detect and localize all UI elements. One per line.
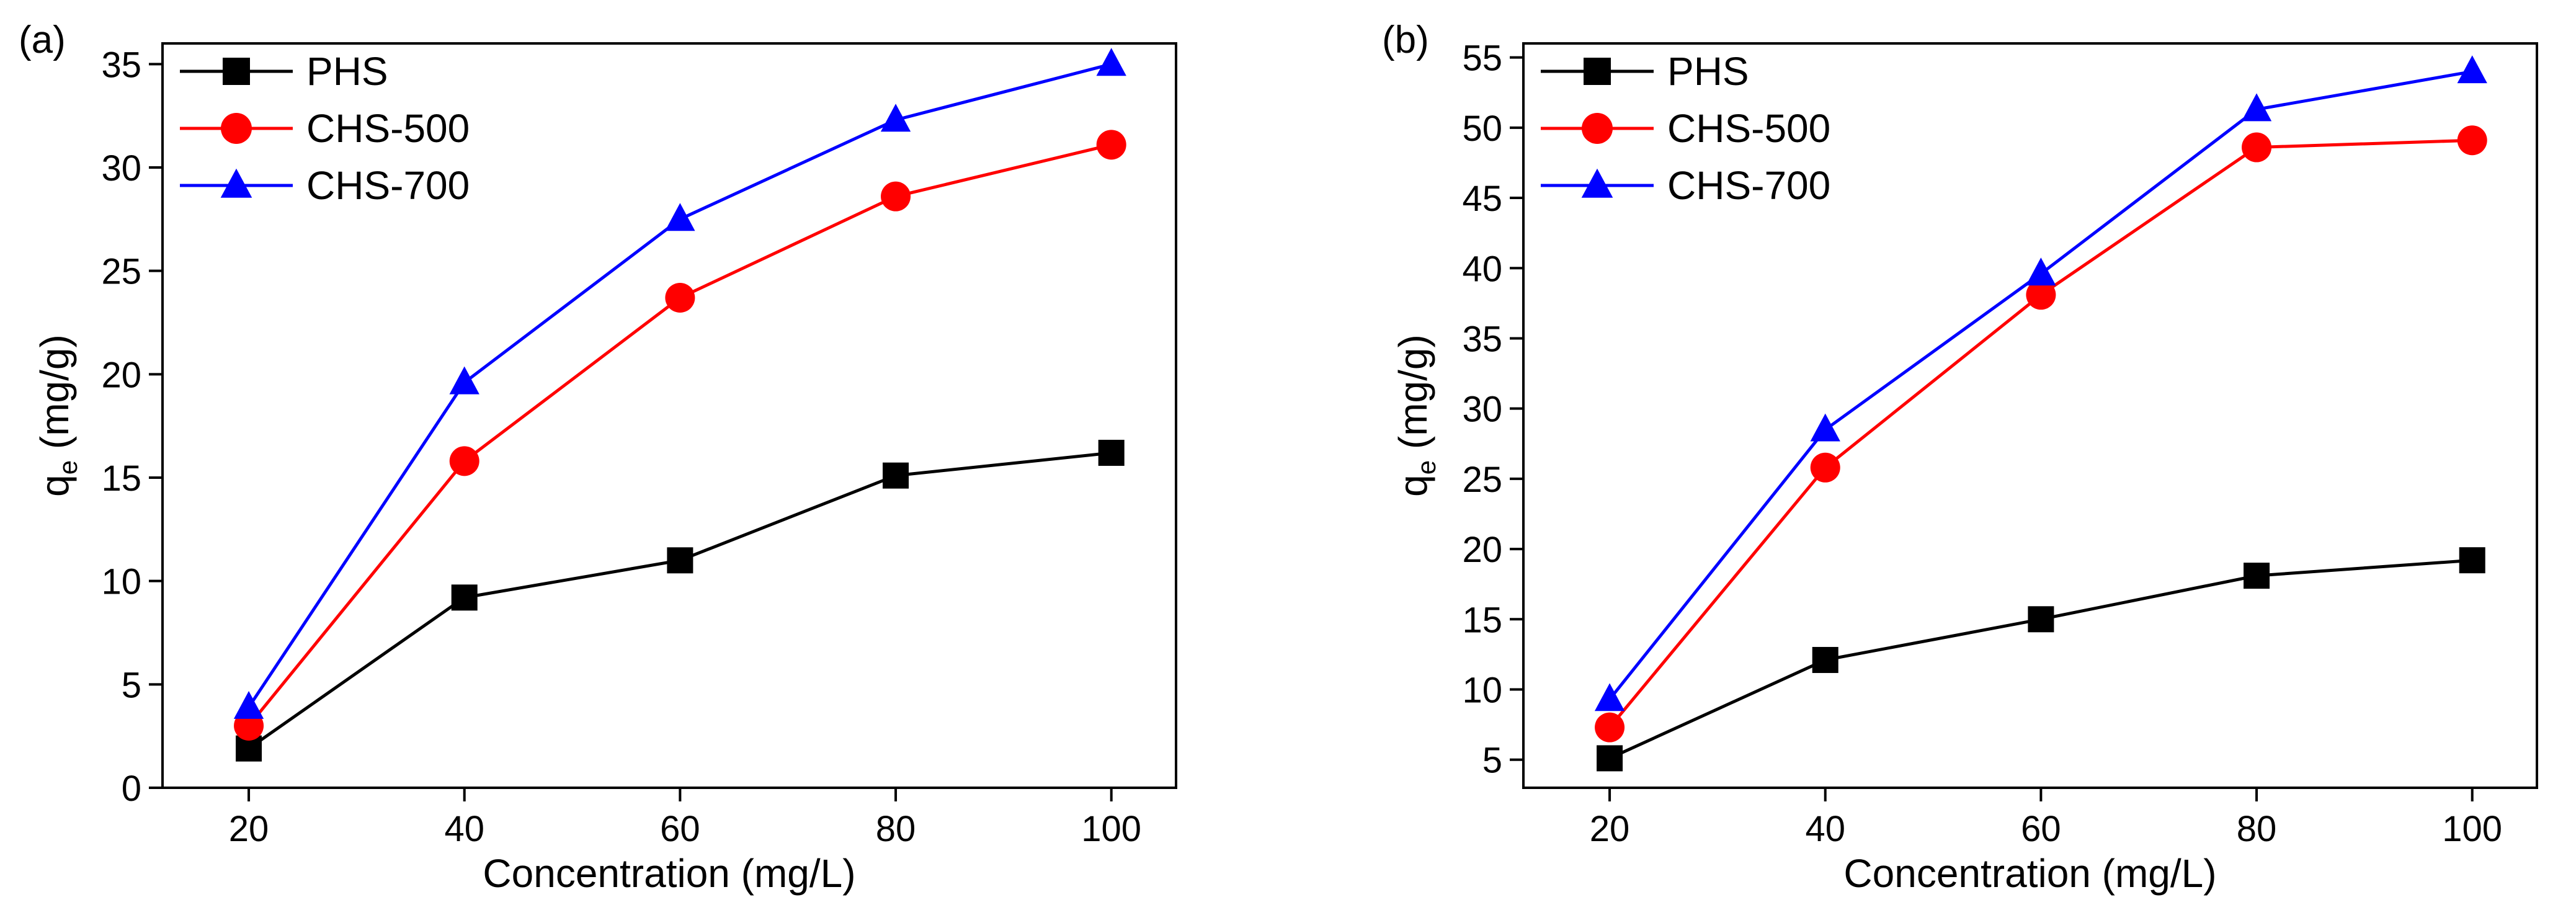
y-tick-label: 55 — [1462, 38, 1502, 79]
data-point-chs-700 — [2026, 257, 2056, 286]
panel-label: (b) — [1382, 19, 1429, 61]
y-axis-title-unit: (mg/g) — [32, 334, 77, 460]
y-axis-title: qe (mg/g) — [1391, 334, 1441, 497]
data-point-phs — [2244, 563, 2270, 589]
data-point-chs-500 — [449, 446, 479, 476]
x-tick-label: 60 — [660, 809, 700, 849]
data-point-chs-500 — [2457, 125, 2487, 156]
y-tick-label: 40 — [1462, 249, 1502, 289]
y-axis-title-subscript: e — [53, 460, 82, 475]
y-axis-title-subscript: e — [1412, 460, 1441, 475]
data-point-phs — [1597, 745, 1623, 772]
data-point-chs-700 — [2241, 93, 2272, 122]
legend-label: CHS-500 — [1667, 106, 1830, 151]
data-point-chs-500 — [1810, 452, 1840, 483]
data-point-phs — [1812, 646, 1838, 673]
y-tick-label: 0 — [122, 769, 141, 809]
legend-label: PHS — [1667, 49, 1749, 94]
data-point-chs-500 — [2242, 132, 2272, 163]
data-point-phs — [2028, 606, 2054, 633]
legend-marker-phs — [1584, 58, 1611, 85]
legend-marker-chs-700 — [220, 168, 252, 198]
panel-label: (a) — [19, 19, 66, 61]
x-axis-title: Concentration (mg/L) — [483, 851, 855, 896]
legend-marker-chs-500 — [221, 113, 252, 144]
y-tick-label: 20 — [101, 355, 141, 395]
x-axis-title: Concentration (mg/L) — [1843, 851, 2216, 896]
y-tick-label: 30 — [1462, 390, 1502, 430]
x-tick-label: 100 — [2442, 809, 2502, 849]
data-point-chs-700 — [880, 104, 911, 132]
legend-marker-phs — [223, 58, 250, 85]
legend: PHS CHS-500 CHS-700 — [1541, 49, 1830, 208]
legend: PHS CHS-500 CHS-700 — [180, 49, 470, 208]
y-tick-label: 5 — [1482, 741, 1502, 781]
legend-marker-chs-500 — [1582, 113, 1613, 144]
x-tick-label: 20 — [229, 809, 269, 849]
y-tick-label: 25 — [1462, 460, 1502, 500]
data-point-phs — [2459, 547, 2485, 574]
data-point-chs-500 — [1096, 130, 1126, 160]
chart-panel-b: (b) Concentration (mg/L) qe (mg/g) 20 40 6… — [1382, 19, 2538, 896]
data-point-chs-500 — [881, 181, 911, 212]
series-layer — [233, 48, 1126, 762]
data-point-chs-700 — [1594, 683, 1625, 711]
y-axis-title-main: q — [1391, 475, 1435, 497]
data-point-chs-500 — [1595, 712, 1625, 742]
y-tick-label: 35 — [101, 45, 141, 85]
series-layer — [1594, 55, 2487, 772]
y-axis-title-unit: (mg/g) — [1391, 334, 1435, 460]
y-tick-label: 15 — [101, 458, 141, 499]
y-tick-label: 20 — [1462, 530, 1502, 570]
y-axis-title: qe (mg/g) — [32, 334, 82, 497]
x-tick-label: 40 — [444, 809, 484, 849]
data-point-phs — [883, 462, 909, 489]
y-tick-label: 45 — [1462, 179, 1502, 219]
data-point-chs-700 — [449, 366, 479, 395]
legend-label: CHS-700 — [306, 163, 470, 208]
y-tick-label: 10 — [1462, 671, 1502, 711]
x-tick-label: 40 — [1805, 809, 1845, 849]
plot-frame — [1522, 42, 2538, 789]
data-point-phs — [1098, 440, 1125, 466]
x-tick-label: 20 — [1590, 809, 1630, 849]
x-tick-label: 60 — [2021, 809, 2061, 849]
legend-label: CHS-700 — [1667, 163, 1830, 208]
legend-label: CHS-500 — [306, 106, 470, 151]
y-tick-label: 5 — [122, 665, 141, 705]
data-point-chs-700 — [1810, 413, 1840, 442]
y-axis-title-main: q — [32, 475, 77, 497]
legend-label: PHS — [306, 49, 388, 94]
data-point-phs — [667, 547, 693, 574]
data-point-chs-500 — [2026, 280, 2056, 310]
data-point-chs-700 — [665, 203, 695, 231]
y-tick-label: 15 — [1462, 600, 1502, 640]
axis-ticks: 20 40 60 80 100 5 10 15 20 25 30 35 40 45 50 55 — [1462, 38, 2502, 849]
axis-ticks: 20 40 60 80 100 0 5 10 15 20 25 30 35 — [101, 45, 1141, 849]
x-tick-label: 80 — [876, 809, 916, 849]
data-point-chs-700 — [233, 690, 264, 719]
chart-panel-a: (a) Concentration (mg/L) qe (mg/g) 20 40 6… — [19, 19, 1177, 896]
plot-frame — [161, 42, 1177, 789]
y-tick-label: 25 — [101, 252, 141, 292]
y-tick-label: 50 — [1462, 109, 1502, 149]
y-tick-label: 35 — [1462, 319, 1502, 359]
legend-marker-chs-700 — [1581, 168, 1613, 198]
data-point-phs — [451, 584, 478, 611]
x-tick-label: 80 — [2237, 809, 2277, 849]
data-point-chs-700 — [1096, 48, 1126, 76]
y-tick-label: 10 — [101, 562, 141, 602]
y-tick-label: 30 — [101, 148, 141, 189]
data-point-chs-700 — [2457, 55, 2487, 84]
data-point-chs-500 — [665, 283, 695, 313]
x-tick-label: 100 — [1081, 809, 1141, 849]
